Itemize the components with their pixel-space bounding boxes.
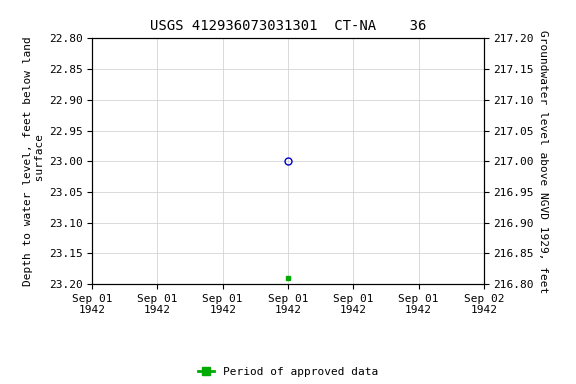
Title: USGS 412936073031301  CT-NA    36: USGS 412936073031301 CT-NA 36	[150, 19, 426, 33]
Y-axis label: Groundwater level above NGVD 1929, feet: Groundwater level above NGVD 1929, feet	[538, 30, 548, 293]
Legend: Period of approved data: Period of approved data	[193, 363, 383, 382]
Y-axis label: Depth to water level, feet below land
 surface: Depth to water level, feet below land su…	[23, 36, 44, 286]
